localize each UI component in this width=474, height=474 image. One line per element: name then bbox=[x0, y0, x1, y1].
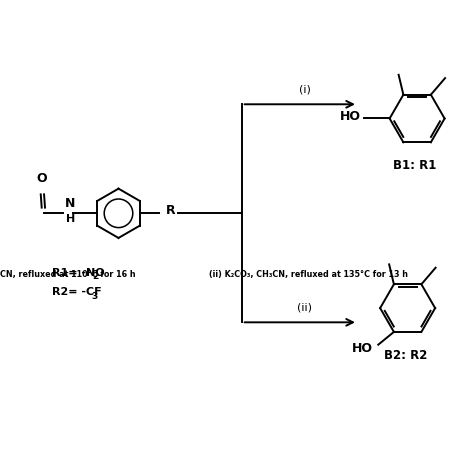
Text: (ii) K₂CO₃, CH₃CN, refluxed at 135°C for 13 h: (ii) K₂CO₃, CH₃CN, refluxed at 135°C for… bbox=[209, 271, 408, 279]
Text: 3: 3 bbox=[91, 292, 98, 301]
Text: CN, refluxed at 110°C for 16 h: CN, refluxed at 110°C for 16 h bbox=[0, 271, 136, 279]
Text: H: H bbox=[65, 214, 75, 224]
Text: (i): (i) bbox=[299, 85, 310, 95]
Text: B2: R2: B2: R2 bbox=[384, 349, 428, 362]
Text: B1: R1: B1: R1 bbox=[393, 159, 437, 173]
Text: R: R bbox=[166, 204, 175, 218]
Text: HO: HO bbox=[340, 110, 361, 123]
Text: HO: HO bbox=[352, 342, 373, 355]
Text: (ii): (ii) bbox=[297, 303, 312, 313]
Text: R1= -NO: R1= -NO bbox=[52, 267, 105, 278]
Text: R2= -CF: R2= -CF bbox=[52, 287, 102, 298]
Text: O: O bbox=[37, 172, 47, 185]
Text: 2: 2 bbox=[92, 273, 98, 281]
Text: N: N bbox=[65, 197, 75, 210]
